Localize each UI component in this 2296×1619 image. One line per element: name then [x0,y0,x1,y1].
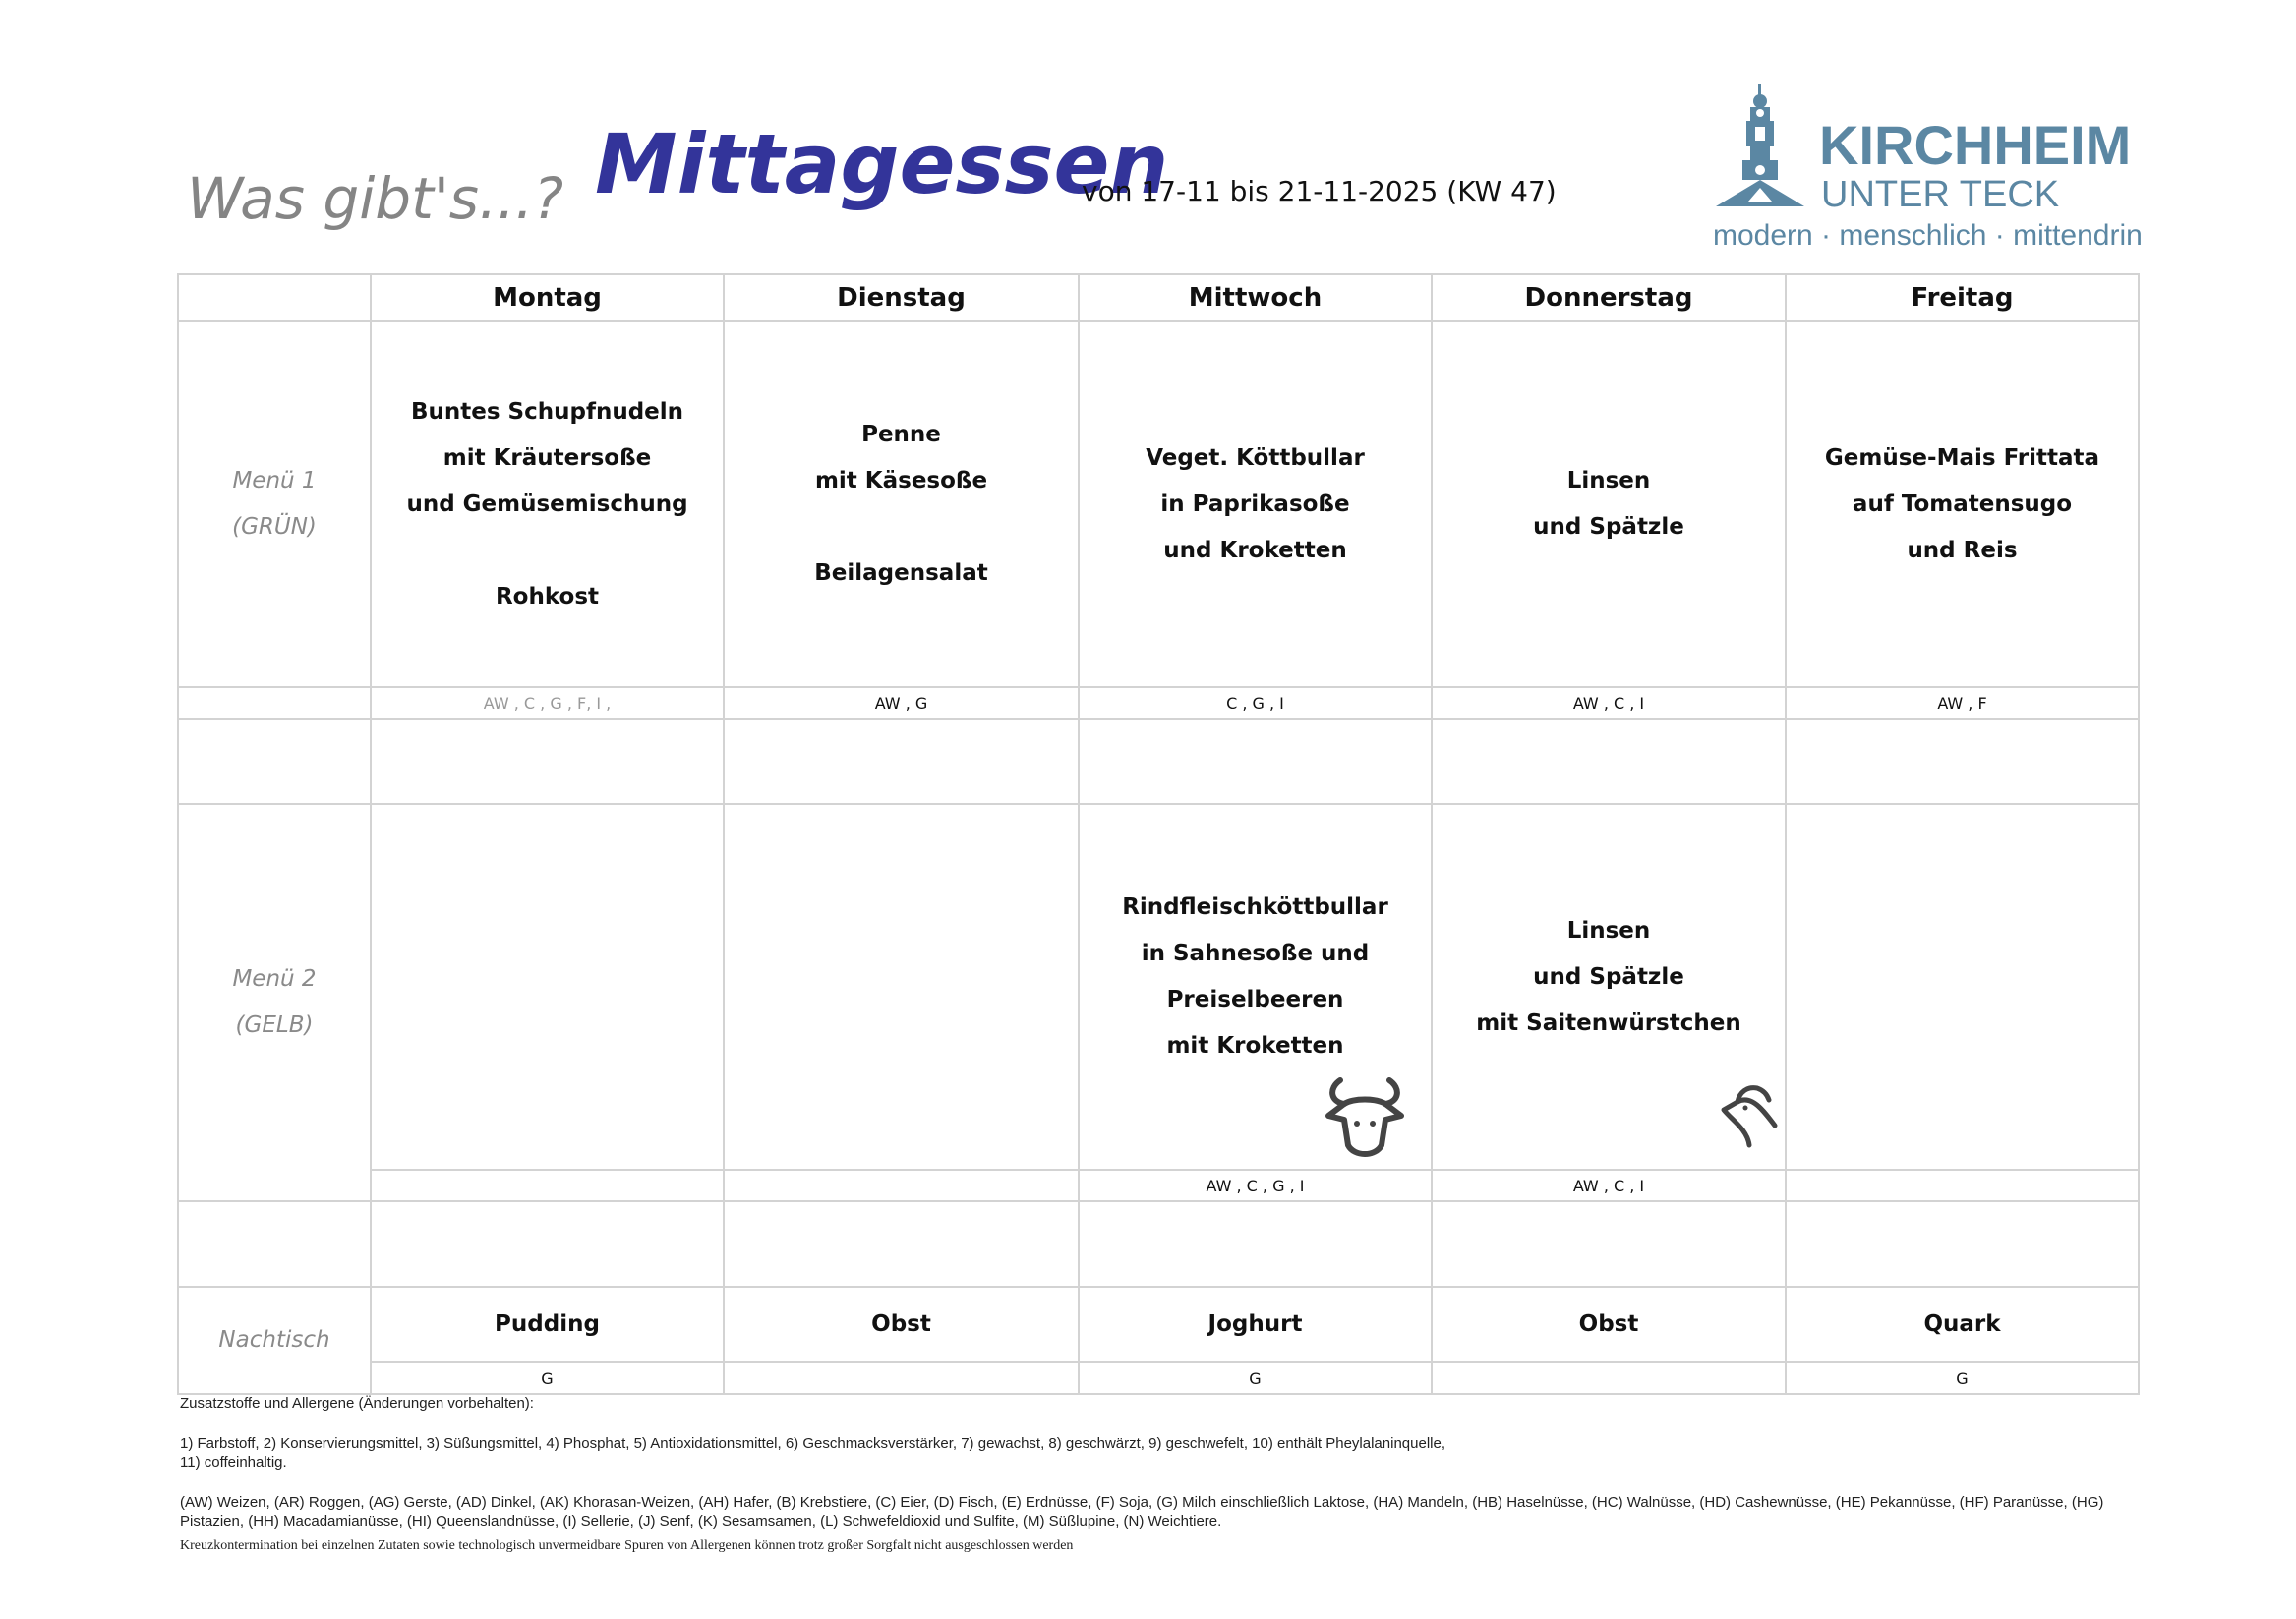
dessert-monday: Pudding [370,1286,725,1363]
corner-cell [177,273,372,322]
spacer-row [177,1200,2140,1288]
allergens-legend: (AW) Weizen, (AR) Roggen, (AG) Gerste, (… [180,1494,2104,1530]
dessert-allergens-thursday [1431,1361,1787,1395]
menu2-label-name: Menü 2 [232,966,317,992]
empty-cell [1431,718,1787,805]
logo-sub: UNTER TECK [1821,174,2060,215]
empty-cell [177,718,372,805]
additives-line: 11) coffeinhaltig. [180,1454,287,1471]
tagline: Was gibt's...? [187,165,564,232]
empty-cell [177,1200,372,1288]
additives-line: 1) Farbstoff, 2) Konservierungsmittel, 3… [180,1435,1445,1452]
logo-name: KIRCHHEIM [1819,114,2132,176]
dessert-tuesday: Obst [723,1286,1080,1363]
menu2-dish-friday [1785,803,2140,1171]
menu1-dish-thursday: Linsen und Spätzle [1431,320,1787,688]
page-title: Mittagessen [595,116,1169,212]
day-monday: Montag [370,273,725,322]
empty-cell [370,718,725,805]
dessert-allergens-monday: G [370,1361,725,1395]
menu2-dish-tuesday [723,803,1080,1171]
menu2-cell-thursday: Linsen und Spätzle mit Saitenwürstchen [1431,803,1787,1171]
empty-cell [723,1200,1080,1288]
footnotes-heading: Zusatzstoffe und Allergene (Änderungen v… [180,1395,534,1412]
empty-cell [1431,1200,1787,1288]
menu2-cell-wednesday: Rindfleischköttbullar in Sahnesoße und P… [1078,803,1433,1171]
menu1-dish-monday: Buntes Schupfnudeln mit Kräutersoße und … [370,320,725,688]
empty-cell [370,1200,725,1288]
menu2-allergens-wednesday: AW , C , G , I [1078,1169,1433,1202]
menu1-allergens-friday: AW , F [1785,686,2140,720]
empty-cell [1785,718,2140,805]
menu2-allergens-tuesday [723,1169,1080,1202]
dessert-row: Nachtisch Pudding Obst Joghurt Obst Quar… [177,1286,2140,1395]
dessert-allergens-wednesday: G [1078,1361,1433,1395]
dessert-allergens-friday: G [1785,1361,2140,1395]
disclaimer: Kreuzkontermination bei einzelnen Zutate… [180,1538,1074,1553]
date-range: von 17-11 bis 21-11-2025 (KW 47) [1082,175,1557,207]
menu1-dish-wednesday: Veget. Köttbullar in Paprikasoße und Kro… [1078,320,1433,688]
dessert-allergens-tuesday [723,1361,1080,1395]
empty-cell [723,718,1080,805]
menu1-label: Menü 1 (GRÜN) [177,320,372,688]
menu2-dish-wednesday: Rindfleischköttbullar in Sahnesoße und P… [1122,895,1388,1059]
empty-cell [1078,718,1433,805]
empty-cell [1078,1200,1433,1288]
chicken-icon [1721,1085,1778,1148]
menu1-allergen-row: AW , C , G , F, I , AW , G C , G , I AW … [177,686,2140,720]
menu1-allergens-wednesday: C , G , I [1078,686,1433,720]
spacer-row [177,718,2140,805]
dessert-wednesday: Joghurt [1078,1286,1433,1363]
logo-tagline: modern · menschlich · mittendrin [1713,219,2143,252]
dessert-thursday: Obst [1431,1286,1787,1363]
menu1-allergens-monday: AW , C , G , F, I , [370,686,725,720]
kirchheim-logo: KIRCHHEIM UNTER TECK modern · menschlich… [1711,84,2144,256]
menu1-label-color: (GRÜN) [232,514,317,540]
dessert-allergen-row: G G G [178,1361,2140,1395]
menu1-dish-friday: Gemüse-Mais Frittata auf Tomatensugo und… [1785,320,2140,688]
day-header-row: Montag Dienstag Mittwoch Donnerstag Frei… [177,273,2140,322]
empty-cell [1785,1200,2140,1288]
day-wednesday: Mittwoch [1078,273,1433,322]
menu1-dish-tuesday: Penne mit Käsesoße Beilagensalat [723,320,1080,688]
menu2-allergens-monday [370,1169,725,1202]
menu2-dish-monday [370,803,725,1171]
day-tuesday: Dienstag [723,273,1080,322]
cow-icon [1325,1077,1404,1157]
menu2-allergen-row: AW , C , G , I AW , C , I [178,1169,2140,1202]
dessert-label: Nachtisch [177,1286,372,1395]
menu1-label-name: Menü 1 [232,468,317,493]
menu-table: Montag Dienstag Mittwoch Donnerstag Frei… [177,273,2140,1395]
menu2-allergens-friday [1785,1169,2140,1202]
menu2-row: Menü 2 (GELB) Rindfleischköttbullar in Sa… [177,803,2140,1202]
menu1-allergens-tuesday: AW , G [723,686,1080,720]
tower-icon [1716,84,1804,206]
menu2-allergens-thursday: AW , C , I [1431,1169,1787,1202]
footnotes: Zusatzstoffe und Allergene (Änderungen v… [180,1394,2137,1577]
menu2-label: Menü 2 (GELB) [177,803,372,1202]
day-thursday: Donnerstag [1431,273,1787,322]
dessert-friday: Quark [1785,1286,2140,1363]
additives-legend: 1) Farbstoff, 2) Konservierungsmittel, 3… [180,1434,2137,1472]
empty-cell [177,686,372,720]
menu2-label-color: (GELB) [235,1012,314,1038]
menu1-row: Menü 1 (GRÜN) Buntes Schupfnudeln mit Krä… [177,320,2140,688]
menu1-allergens-thursday: AW , C , I [1431,686,1787,720]
menu2-dish-thursday: Linsen und Spätzle mit Saitenwürstchen [1476,917,1741,1036]
day-friday: Freitag [1785,273,2140,322]
